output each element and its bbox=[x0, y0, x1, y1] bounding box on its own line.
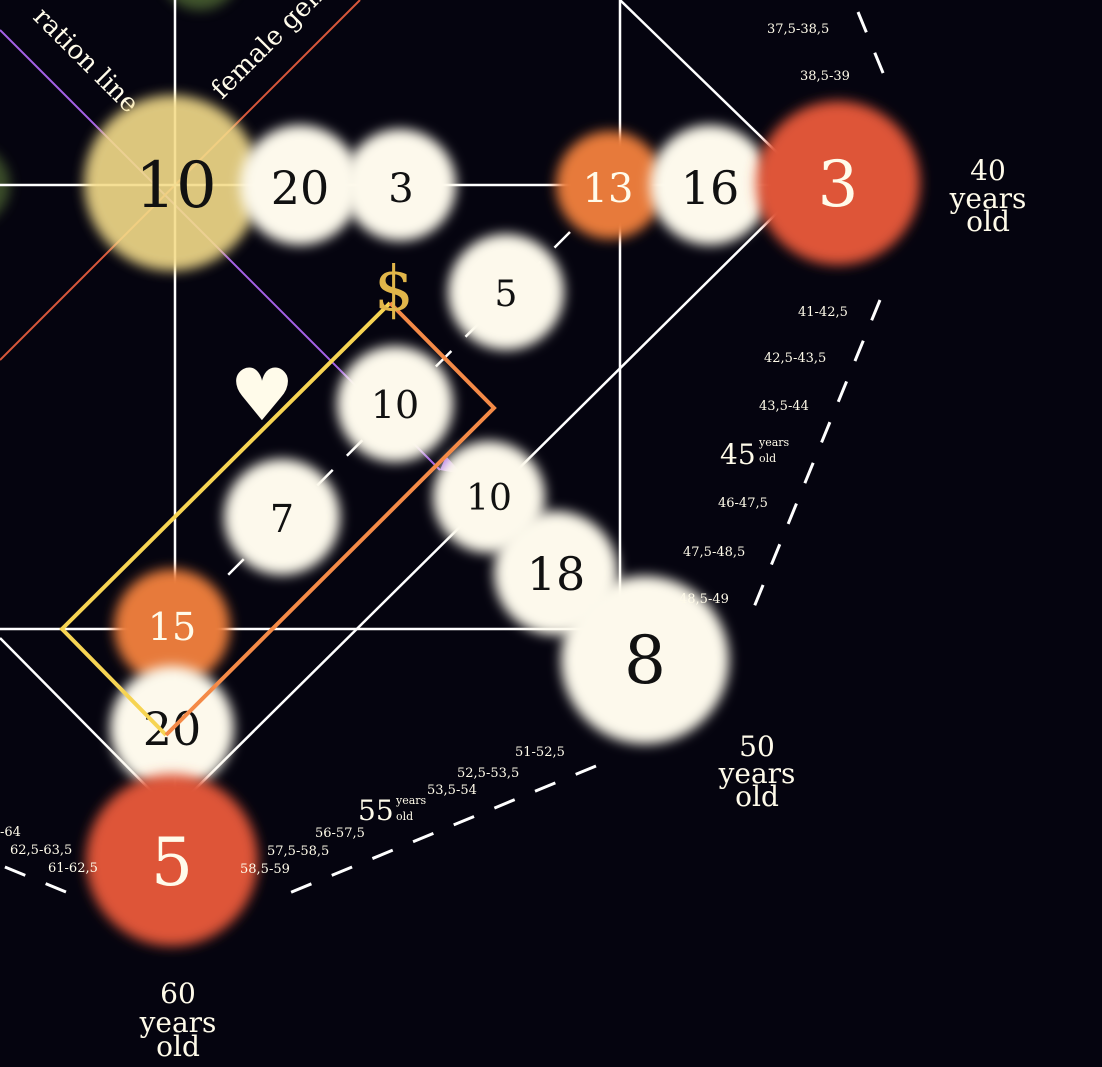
age-50-years: years bbox=[718, 757, 796, 790]
glow-c8 bbox=[561, 576, 729, 744]
age-dash-left bbox=[0, 863, 67, 894]
circle-7[interactable]: 7 bbox=[270, 497, 294, 541]
circle-10-mid[interactable]: 10 bbox=[371, 383, 419, 427]
age-50-number: 50 bbox=[739, 730, 775, 763]
diag-top-right bbox=[619, 0, 791, 166]
age-60-years: years bbox=[139, 1006, 217, 1039]
glow-c7 bbox=[224, 459, 340, 575]
age-40-old: old bbox=[966, 205, 1010, 238]
glow-c16 bbox=[650, 125, 770, 245]
range-47: 47,5-48,5 bbox=[683, 545, 745, 560]
age-45-number: 45 bbox=[720, 438, 756, 471]
circle-10-top[interactable]: 10 bbox=[135, 149, 216, 223]
range-64: -64 bbox=[0, 825, 21, 840]
glow-c5 bbox=[448, 234, 564, 350]
circle-15[interactable]: 15 bbox=[148, 605, 196, 649]
circle-8[interactable]: 8 bbox=[624, 622, 666, 699]
frame-left-edges bbox=[59, 301, 392, 737]
glow-c10-mid bbox=[337, 346, 453, 462]
range-62: 62,5-63,5 bbox=[10, 843, 72, 858]
partial-green-circle-top bbox=[173, 0, 227, 10]
age-55-years: years bbox=[395, 794, 427, 807]
circle-13[interactable]: 13 bbox=[583, 166, 634, 212]
range-42: 42,5-43,5 bbox=[764, 351, 826, 366]
age-40-years: years bbox=[949, 182, 1027, 215]
glow-c20-top bbox=[240, 125, 360, 245]
age-40-number: 40 bbox=[970, 154, 1006, 187]
circle-18[interactable]: 18 bbox=[527, 547, 586, 601]
age-50-old: old bbox=[735, 780, 779, 813]
circle-16[interactable]: 16 bbox=[681, 161, 740, 215]
circle-5[interactable]: 5 bbox=[495, 274, 518, 315]
age-45-old: old bbox=[759, 452, 776, 465]
range-38: 38,5-39 bbox=[800, 69, 850, 84]
age-range-labels: 37,5-38,5 38,5-39 41-42,5 42,5-43,5 43,5… bbox=[0, 22, 850, 877]
range-61: 61-62,5 bbox=[48, 861, 98, 876]
circle-3-red[interactable]: 3 bbox=[818, 148, 859, 222]
heart-icon: ♥ bbox=[230, 353, 295, 437]
range-57: 57,5-58,5 bbox=[267, 844, 329, 859]
age-60-number: 60 bbox=[160, 977, 196, 1010]
circle-glows bbox=[84, 95, 920, 946]
age-dash-top bbox=[856, 11, 890, 86]
age-55-marker: 55 years old bbox=[358, 794, 427, 827]
age-45-marker: 45 years old bbox=[720, 436, 790, 471]
dollar-icon: $ bbox=[374, 252, 413, 325]
age-60-old: old bbox=[156, 1030, 200, 1063]
age-dashed-path bbox=[0, 11, 890, 898]
circle-3-top[interactable]: 3 bbox=[388, 166, 413, 212]
glow-c3-red bbox=[756, 101, 920, 265]
age-50-marker: 50 years old bbox=[718, 730, 796, 813]
circle-5-red[interactable]: 5 bbox=[151, 824, 193, 901]
glow-c5-red bbox=[86, 774, 258, 946]
age-45-years: years bbox=[758, 436, 790, 449]
circle-10-low[interactable]: 10 bbox=[466, 478, 512, 519]
range-52: 52,5-53,5 bbox=[457, 766, 519, 781]
age-55-number: 55 bbox=[358, 794, 394, 827]
range-53: 53,5-54 bbox=[427, 783, 477, 798]
glow-c10-top bbox=[84, 95, 260, 271]
age-60-marker: 60 years old bbox=[139, 977, 217, 1063]
range-56: 56-57,5 bbox=[315, 826, 365, 841]
range-43: 43,5-44 bbox=[759, 399, 809, 414]
glow-c3-top bbox=[344, 129, 456, 241]
age-40-marker: 40 years old bbox=[949, 154, 1027, 238]
circle-20-top[interactable]: 20 bbox=[271, 161, 330, 215]
age-dash-bottom bbox=[281, 764, 597, 898]
range-48: 48,5-49 bbox=[679, 592, 729, 607]
range-41: 41-42,5 bbox=[798, 305, 848, 320]
age-55-old: old bbox=[396, 810, 413, 823]
age-dash-right bbox=[750, 299, 882, 613]
range-46: 46-47,5 bbox=[718, 496, 768, 511]
range-51: 51-52,5 bbox=[515, 745, 565, 760]
frame-right-edges bbox=[164, 301, 497, 737]
glow-c15 bbox=[114, 569, 230, 685]
range-58: 58,5-59 bbox=[240, 862, 290, 877]
glow-c13 bbox=[556, 131, 664, 239]
range-37: 37,5-38,5 bbox=[767, 22, 829, 37]
circle-labels: 10 20 3 13 16 3 5 10 7 10 18 15 8 20 5 bbox=[135, 148, 858, 901]
